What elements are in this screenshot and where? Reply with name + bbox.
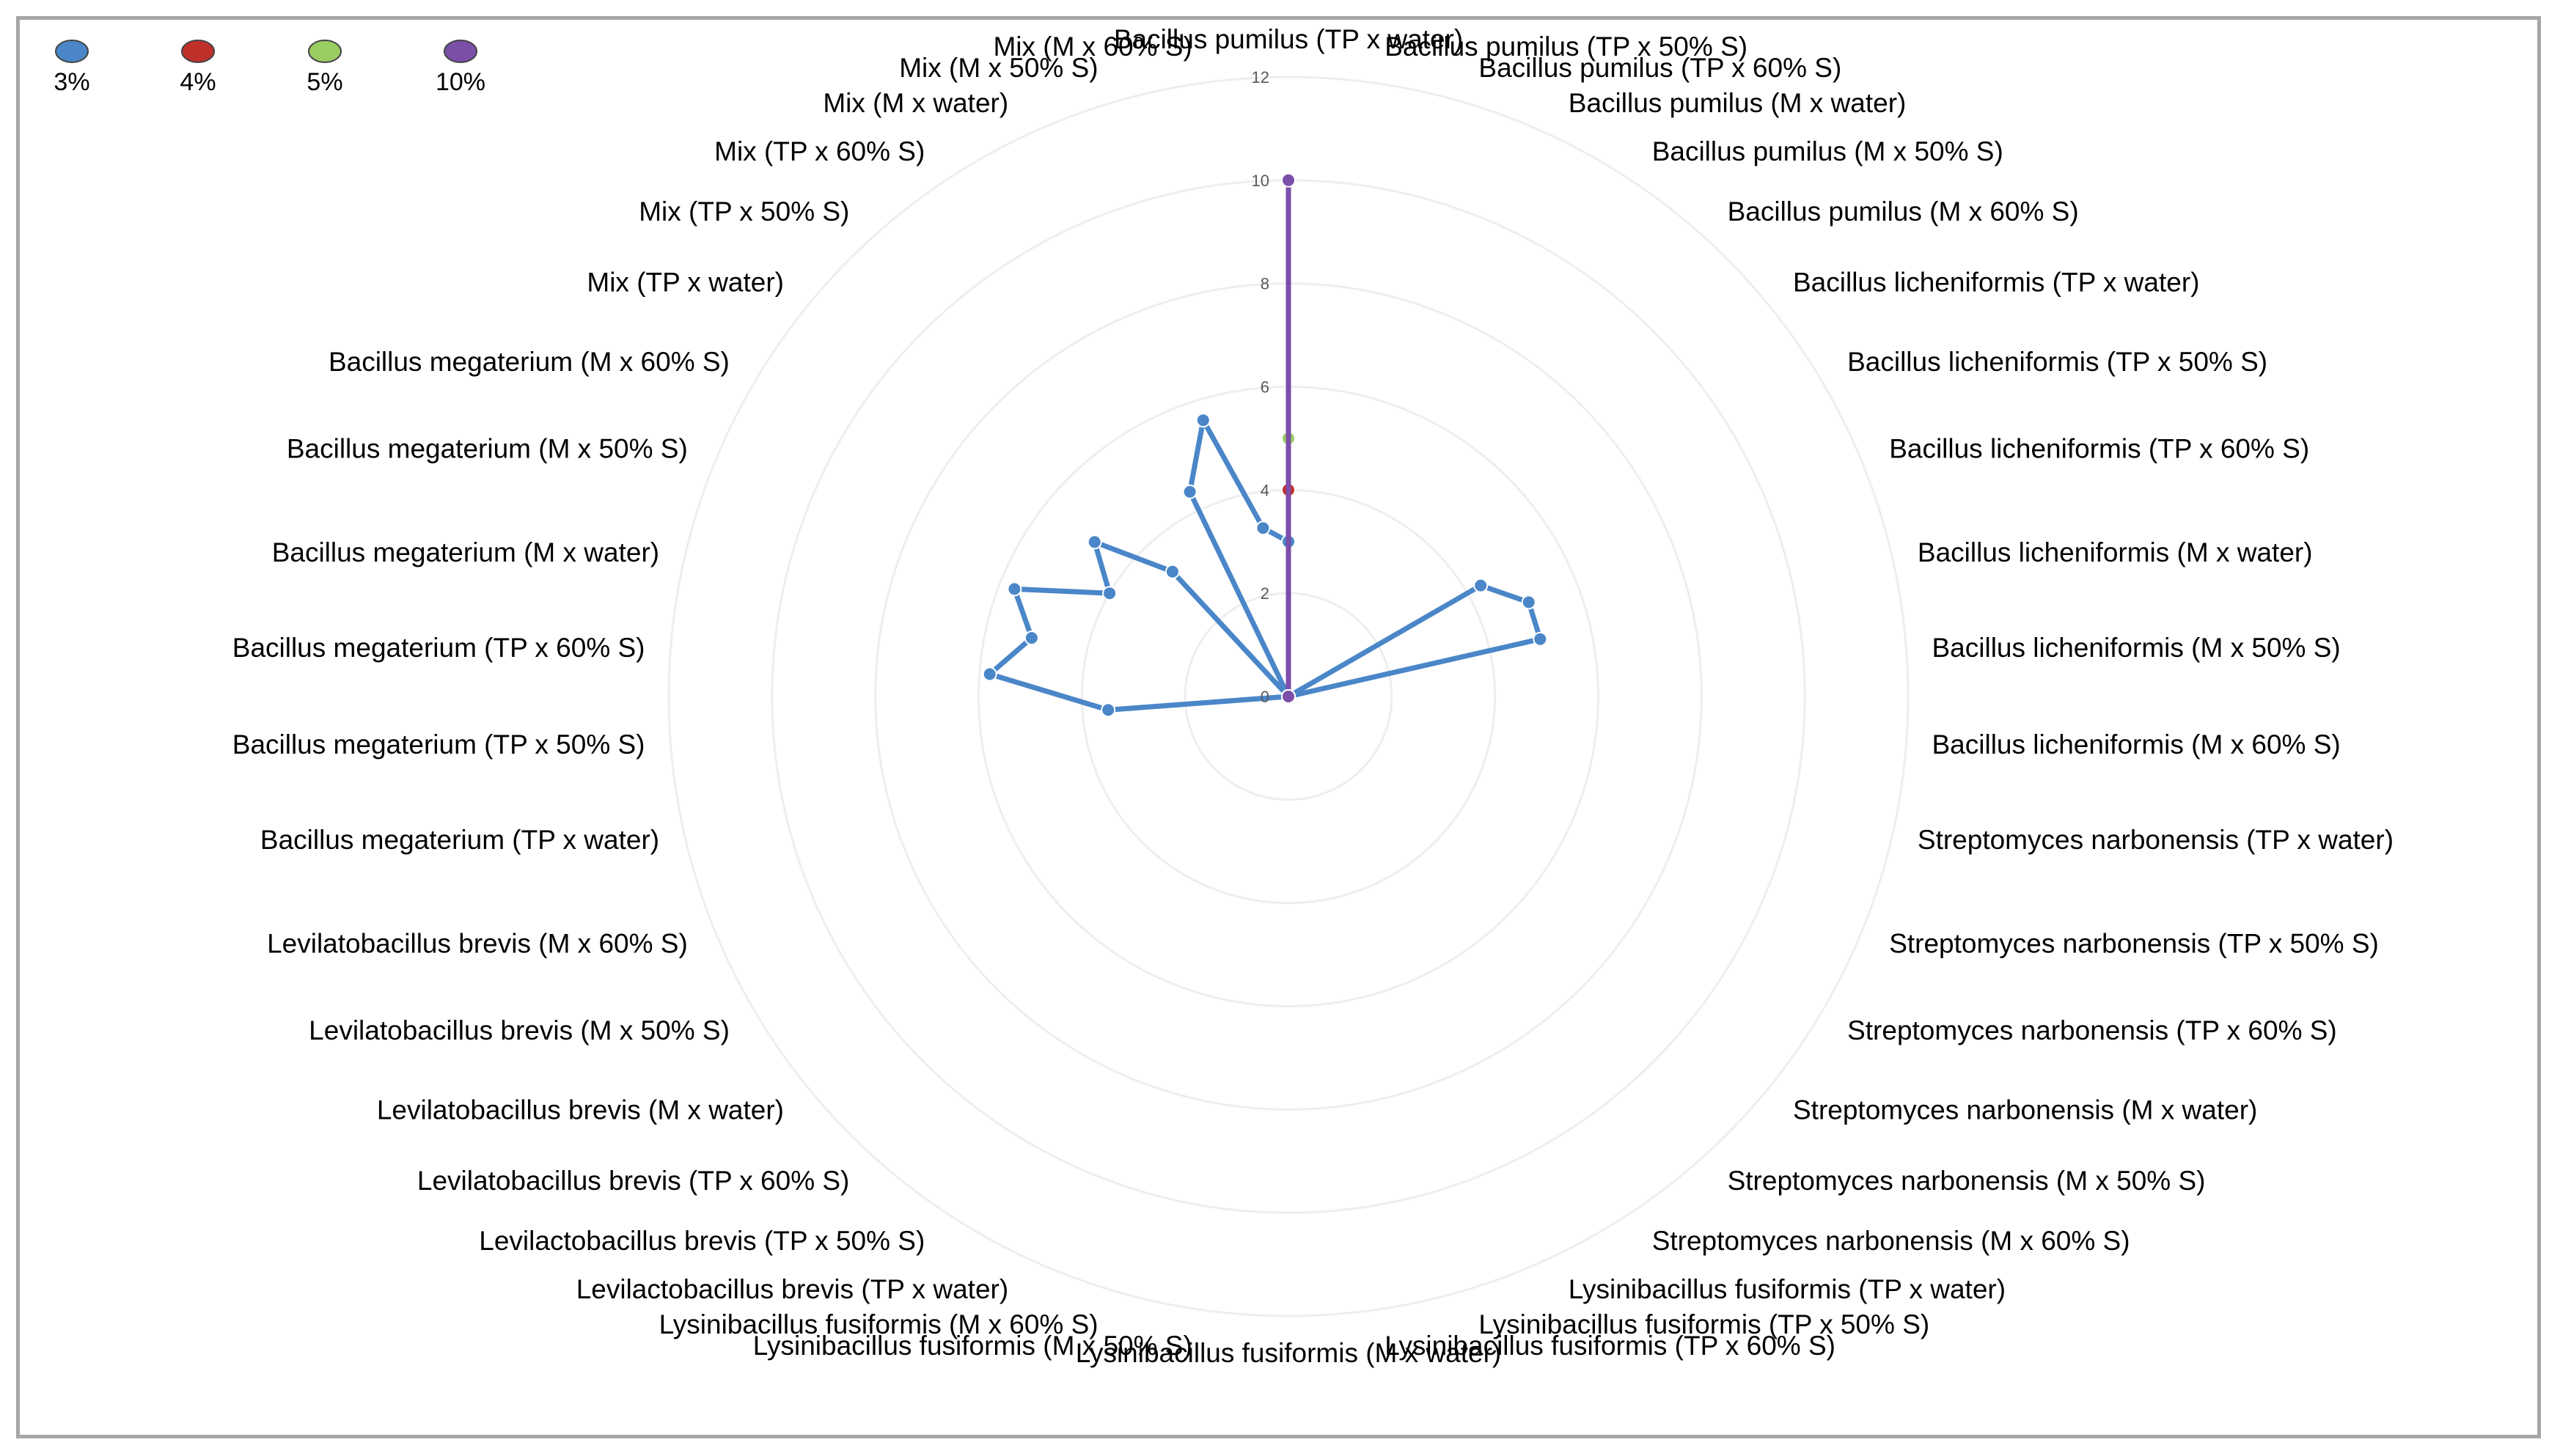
category-label: Lysinibacillus fusiformis (M x 60% S) xyxy=(659,1309,1099,1339)
series-10% xyxy=(1281,172,1296,704)
category-label: Levilatobacillus brevis (M x 60% S) xyxy=(267,929,688,959)
category-label: Mix (M x water) xyxy=(823,88,1008,118)
data-point xyxy=(1255,521,1271,536)
legend-swatch xyxy=(444,40,477,63)
category-label: Bacillus pumilus (TP x 50% S) xyxy=(1384,32,1747,62)
category-label: Mix (TP x 50% S) xyxy=(639,196,849,227)
radial-ticks: 0 2 4 6 8 10 12 xyxy=(1252,68,1269,706)
data-point xyxy=(1101,702,1116,718)
category-label: Levilatobacillus brevis (M x 50% S) xyxy=(309,1015,730,1045)
data-point xyxy=(1281,172,1296,188)
radial-tick-label: 4 xyxy=(1261,481,1269,499)
legend-label: 3% xyxy=(54,68,89,96)
legend-swatch xyxy=(181,40,215,63)
legend-item-5%: 5% xyxy=(307,40,343,96)
data-point xyxy=(1007,581,1022,597)
radial-tick-label: 0 xyxy=(1261,688,1269,706)
category-label: Bacillus megaterium (M x 60% S) xyxy=(329,347,730,377)
data-point xyxy=(1521,595,1536,610)
category-label: Lysinibacillus fusiformis (TP x 60% S) xyxy=(1384,1331,1835,1361)
category-label: Streptomyces narbonensis (TP x 60% S) xyxy=(1847,1015,2337,1045)
legend: 3% 4% 5% 10% xyxy=(54,40,485,96)
category-labels: Bacillus pumilus (TP x water)Bacillus pu… xyxy=(232,24,2394,1368)
category-label: Bacillus licheniformis (TP x 50% S) xyxy=(1847,347,2267,377)
radial-tick-label: 8 xyxy=(1261,275,1269,293)
data-point xyxy=(982,666,997,682)
radial-tick-label: 6 xyxy=(1261,378,1269,397)
category-label: Mix (TP x 60% S) xyxy=(714,136,925,166)
category-label: Streptomyces narbonensis (M x water) xyxy=(1793,1095,2257,1125)
category-label: Bacillus pumilus (TP x 60% S) xyxy=(1478,53,1841,83)
category-label: Streptomyces narbonensis (M x 50% S) xyxy=(1728,1166,2206,1196)
radar-series xyxy=(982,172,1548,718)
category-label: Bacillus licheniformis (M x 50% S) xyxy=(1932,633,2341,663)
chart-frame xyxy=(16,16,2541,1438)
category-label: Lysinibacillus fusiformis (M x 50% S) xyxy=(753,1331,1192,1361)
data-point xyxy=(1165,564,1180,579)
data-point xyxy=(1473,578,1489,593)
radial-tick-label: 12 xyxy=(1252,68,1269,87)
category-label: Levilactobacillus brevis (TP x water) xyxy=(576,1274,1008,1304)
legend-label: 10% xyxy=(436,68,485,96)
series-3% xyxy=(982,413,1548,718)
category-label: Bacillus megaterium (M x water) xyxy=(272,537,659,567)
category-label: Bacillus licheniformis (M x water) xyxy=(1918,537,2313,567)
category-label: Bacillus pumilus (M x water) xyxy=(1569,88,1907,118)
category-label: Mix (M x 50% S) xyxy=(899,53,1098,83)
legend-swatch xyxy=(55,40,89,63)
category-label: Streptomyces narbonensis (TP x 50% S) xyxy=(1889,929,2379,959)
category-label: Streptomyces narbonensis (M x 60% S) xyxy=(1652,1226,2130,1256)
grid-ring xyxy=(667,76,1910,1317)
category-label: Bacillus megaterium (TP x 50% S) xyxy=(232,729,645,760)
category-label: Bacillus megaterium (TP x water) xyxy=(260,825,659,855)
category-label: Levilactobacillus brevis (TP x 50% S) xyxy=(479,1226,925,1256)
data-point xyxy=(1195,413,1211,428)
data-point xyxy=(1533,631,1548,647)
category-label: Bacillus pumilus (M x 50% S) xyxy=(1652,136,2003,166)
legend-label: 5% xyxy=(307,68,342,96)
category-label: Bacillus licheniformis (M x 60% S) xyxy=(1932,729,2341,760)
category-label: Bacillus pumilus (M x 60% S) xyxy=(1728,196,2079,227)
category-label: Bacillus licheniformis (TP x 60% S) xyxy=(1889,434,2309,464)
category-label: Streptomyces narbonensis (TP x water) xyxy=(1918,825,2394,855)
category-label: Bacillus megaterium (M x 50% S) xyxy=(287,434,688,464)
legend-item-4%: 4% xyxy=(180,40,216,96)
category-label: Mix (TP x water) xyxy=(587,267,784,297)
data-point xyxy=(1024,630,1039,646)
data-point xyxy=(1102,586,1118,601)
data-point xyxy=(1281,689,1296,704)
category-label: Levilatobacillus brevis (M x water) xyxy=(377,1095,784,1125)
category-label: Levilatobacillus brevis (TP x 60% S) xyxy=(417,1166,850,1196)
category-label: Bacillus megaterium (TP x 60% S) xyxy=(232,633,645,663)
legend-swatch xyxy=(308,40,342,63)
category-label: Lysinibacillus fusiformis (TP x water) xyxy=(1569,1274,2006,1304)
data-point xyxy=(1087,534,1102,550)
category-label: Mix (M x 60% S) xyxy=(993,32,1192,62)
series-line xyxy=(987,417,1543,713)
radial-tick-label: 2 xyxy=(1261,584,1269,603)
category-label: Lysinibacillus fusiformis (TP x 50% S) xyxy=(1478,1309,1929,1339)
legend-label: 4% xyxy=(180,68,216,96)
category-label: Lysinibacillus fusiformis (M x water) xyxy=(1076,1338,1501,1368)
data-point xyxy=(1182,484,1198,499)
legend-item-10%: 10% xyxy=(436,40,485,96)
category-label: Bacillus pumilus (TP x water) xyxy=(1114,24,1463,54)
legend-item-3%: 3% xyxy=(54,40,90,96)
category-label: Bacillus licheniformis (TP x water) xyxy=(1793,267,2199,297)
radial-tick-label: 10 xyxy=(1252,172,1269,190)
